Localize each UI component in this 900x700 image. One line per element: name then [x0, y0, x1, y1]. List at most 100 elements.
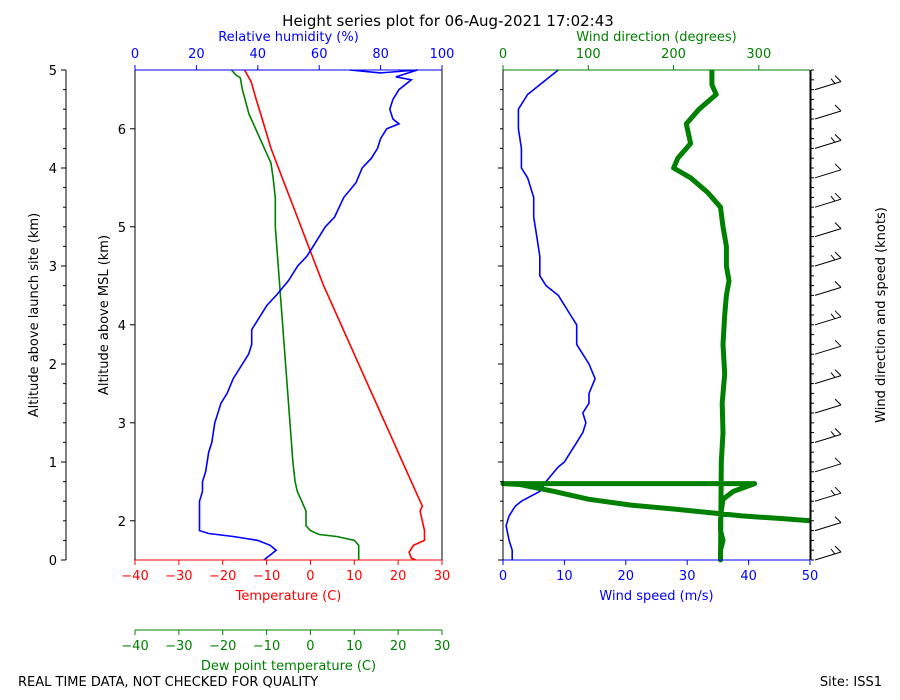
wind-barb-flag — [834, 281, 842, 288]
wind-barb-flag — [834, 428, 842, 435]
rh-tick-label: 80 — [372, 47, 389, 62]
wind-barb-flag — [830, 548, 836, 555]
wind-barb-flag — [834, 222, 842, 229]
temp-tick-label: −40 — [121, 569, 148, 584]
chart-title: Height series plot for 06-Aug-2021 17:02… — [282, 12, 614, 30]
wind-barb-flag — [834, 516, 842, 523]
speed-tick-label: 10 — [556, 569, 573, 584]
temp-tick-label: 20 — [390, 569, 407, 584]
wind-barb-flag — [834, 192, 842, 200]
wind-barb-shaft — [814, 463, 842, 473]
direction-tick-label: 0 — [499, 47, 507, 62]
series-line-temperature — [243, 69, 426, 561]
alt-tick-label: 0 — [49, 554, 57, 569]
rh-tick-label: 100 — [430, 47, 455, 62]
wind-barb-shaft — [814, 110, 842, 120]
wind-barb-flag — [830, 78, 836, 84]
wind-barbs-panel: Wind direction and speed (knots) — [810, 69, 889, 561]
rh-axis-label: Relative humidity (%) — [218, 30, 359, 45]
wind-barb-flag — [834, 134, 842, 141]
dewpoint-tick-label: −40 — [121, 639, 148, 654]
wind-barb-shaft — [814, 228, 842, 238]
rh-tick-label: 20 — [188, 47, 205, 62]
temp-tick-label: 10 — [346, 569, 363, 584]
wind-barb-flag — [830, 489, 836, 496]
series-line-wind-speed — [505, 69, 596, 560]
wind-barb-shaft — [814, 81, 842, 91]
speed-axis-label: Wind speed (m/s) — [599, 589, 713, 604]
msl-tick-label: 4 — [118, 319, 126, 334]
wind-barb-shaft — [814, 345, 842, 355]
speed-tick-label: 50 — [802, 569, 819, 584]
speed-tick-label: 20 — [618, 569, 635, 584]
wind-barb-shaft — [814, 404, 842, 414]
msl-axis-label: Altitude above MSL (km) — [97, 235, 112, 395]
wind-barb-shaft — [814, 375, 842, 385]
dewpoint-tick-label: 0 — [306, 639, 314, 654]
wind-barb-flag — [834, 251, 842, 259]
series-line-wind-direction — [500, 70, 811, 563]
dewpoint-axis-label: Dew point temperature (C) — [201, 659, 376, 674]
dewpoint-tick-label: −30 — [165, 639, 192, 654]
dewpoint-tick-label: 30 — [434, 639, 451, 654]
wind-barb-flag — [830, 137, 836, 143]
alt-tick-label: 3 — [49, 260, 57, 275]
temp-tick-label: −30 — [165, 569, 192, 584]
msl-tick-label: 6 — [118, 123, 126, 138]
rh-tick-label: 0 — [131, 47, 139, 62]
dewpoint-tick-label: 10 — [346, 639, 363, 654]
temp-axis-label: Temperature (C) — [235, 589, 342, 604]
alt-tick-label: 5 — [49, 64, 57, 79]
wind-barb-flag — [834, 369, 842, 376]
wind-barb-shaft — [814, 492, 842, 502]
temp-tick-label: −20 — [209, 569, 236, 584]
direction-tick-label: 300 — [746, 47, 771, 62]
wind-barb-flag — [834, 339, 842, 347]
wind-barb-flag — [830, 313, 836, 320]
wind-barb-flag — [834, 545, 842, 553]
speed-tick-label: 0 — [499, 569, 507, 584]
msl-tick-label: 3 — [118, 417, 126, 432]
wind-barb-shaft — [814, 257, 842, 267]
rh-tick-label: 40 — [250, 47, 267, 62]
series-line-dew-point — [230, 69, 360, 560]
wind-barb-flag — [834, 486, 842, 494]
wind-barb-shaft — [814, 522, 842, 532]
wind-barb-flag — [834, 457, 842, 465]
direction-tick-label: 200 — [661, 47, 686, 62]
wind-barb-flag — [834, 398, 842, 406]
wind-barb-shaft — [814, 169, 842, 179]
wind-barb-flag — [834, 310, 842, 318]
speed-tick-label: 30 — [679, 569, 696, 584]
dewpoint-tick-label: 20 — [390, 639, 407, 654]
alt-tick-label: 4 — [49, 162, 57, 177]
msl-tick-label: 2 — [118, 515, 126, 530]
wind-barb-shaft — [814, 433, 842, 443]
wind-barb-flag — [834, 163, 842, 171]
wind-barb-flag — [834, 104, 842, 112]
wind-panel: 0 10 20 30 40 50 Wind speed (m/s) 0 100 200 300 Win… — [498, 30, 818, 604]
direction-axis-label: Wind direction (degrees) — [576, 30, 736, 45]
direction-tick-label: 100 — [576, 47, 601, 62]
temp-tick-label: 30 — [434, 569, 451, 584]
wind-barb-shaft — [814, 286, 842, 296]
temp-tick-label: −10 — [253, 569, 280, 584]
speed-tick-label: 40 — [740, 569, 757, 584]
alt-axis-label: Altitude above launch site (km) — [27, 213, 42, 417]
msl-tick-label: 5 — [118, 221, 126, 236]
series-line-relative-humidity — [198, 69, 418, 561]
wind-barb-shaft — [814, 551, 842, 561]
wind-barb-flag — [830, 195, 836, 202]
footer-site: Site: ISS1 — [820, 675, 882, 690]
footer-note: REAL TIME DATA, NOT CHECKED FOR QUALITY — [18, 675, 318, 690]
temp-tick-label: 0 — [306, 569, 314, 584]
rh-tick-label: 60 — [311, 47, 328, 62]
wind-barb-shaft — [814, 198, 842, 208]
wind-barb-shaft — [814, 316, 842, 326]
alt-tick-label: 1 — [49, 456, 57, 471]
wind-barb-flag — [830, 372, 836, 378]
dewpoint-tick-label: −10 — [253, 639, 280, 654]
wind-barb-flag — [830, 254, 836, 261]
